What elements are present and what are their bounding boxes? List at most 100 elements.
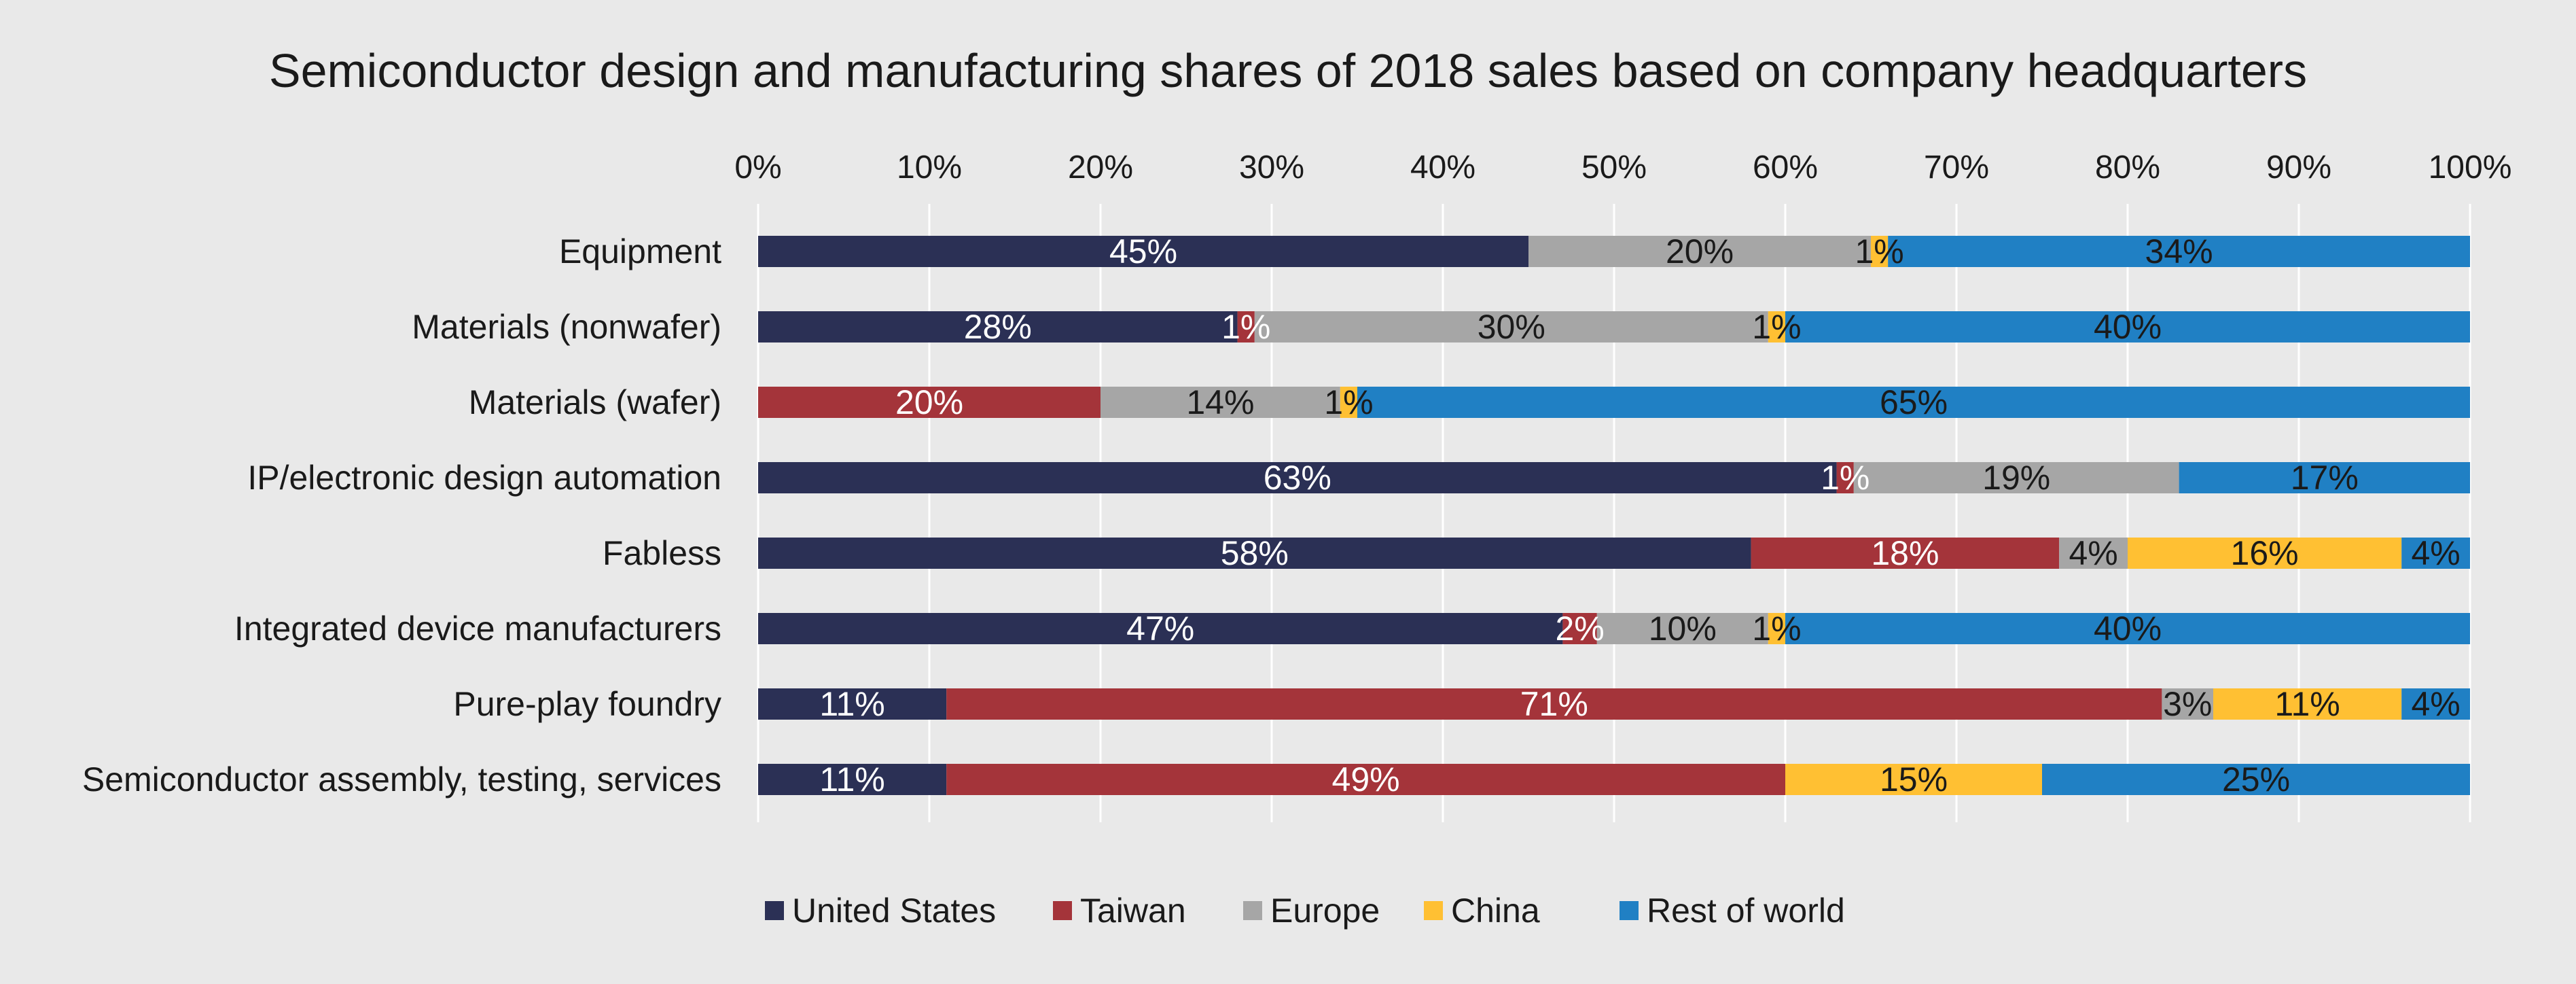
data-label: 16% (2231, 534, 2299, 572)
legend-label: China (1451, 892, 1540, 930)
legend-swatch (1424, 901, 1443, 920)
category-label: Equipment (559, 232, 721, 270)
x-tick-label: 100% (2429, 150, 2512, 186)
data-labels: 45% 20% 1% 34% 28% 1% 30% 1% 40% 20% 14% 1% 65% 63% 1%… (819, 232, 2460, 798)
data-label: 20% (1666, 232, 1734, 270)
bar-segment (2128, 538, 2402, 569)
x-tick-label: 40% (1410, 150, 1475, 186)
bar-segment (758, 538, 1751, 569)
x-tick-label: 10% (897, 150, 962, 186)
category-label: Materials (wafer) (469, 383, 721, 421)
bar-segment (758, 236, 1528, 267)
data-label: 11% (819, 760, 884, 798)
category-label: Fabless (603, 534, 721, 572)
bar-segment (1254, 311, 1768, 342)
data-label: 1% (1324, 383, 1373, 421)
bar-segment (1785, 613, 2470, 644)
data-label: 11% (2274, 685, 2340, 723)
legend-swatch (1620, 901, 1639, 920)
bar-segment (2179, 462, 2470, 493)
bar-segment (1888, 236, 2470, 267)
bar-segment (1836, 462, 1854, 493)
legend-label: Europe (1270, 892, 1380, 930)
data-label: 2% (1555, 610, 1604, 648)
x-tick-label: 50% (1581, 150, 1647, 186)
bar-segment (2401, 538, 2470, 569)
bar-segment (1871, 236, 1889, 267)
data-label: 47% (1126, 610, 1194, 648)
data-label: 65% (1880, 383, 1948, 421)
data-label: 45% (1109, 232, 1177, 270)
category-label: Materials (nonwafer) (412, 308, 721, 346)
bar-segment (1768, 613, 1785, 644)
data-label: 1% (1752, 610, 1801, 648)
bar-segment (758, 688, 947, 720)
legend-swatch (1243, 901, 1262, 920)
data-label: 49% (1332, 760, 1400, 798)
bar-segment (2059, 538, 2128, 569)
chart-title: Semiconductor design and manufacturing s… (269, 44, 2307, 97)
category-label: Integrated device manufacturers (234, 610, 721, 648)
data-label: 20% (895, 383, 963, 421)
bar-segment (1853, 462, 2179, 493)
bar-segment (758, 387, 1101, 418)
bar-segment (758, 613, 1563, 644)
bar-segment (2213, 688, 2402, 720)
legend-label: Taiwan (1080, 892, 1186, 930)
data-label: 14% (1186, 383, 1254, 421)
x-axis-ticks: 0% 10% 20% 30% 40% 50% 60% 70% 80% 90% 100% (734, 150, 2511, 186)
x-tick-label: 20% (1068, 150, 1133, 186)
data-label: 4% (2069, 534, 2117, 572)
bar-segment (1785, 764, 2042, 795)
data-label: 19% (1982, 459, 2050, 497)
bar-segment (946, 688, 2162, 720)
data-label: 3% (2163, 685, 2212, 723)
bar-segment (1751, 538, 2060, 569)
data-label: 40% (2094, 308, 2162, 346)
bar-segment (1340, 387, 1357, 418)
data-label: 71% (1520, 685, 1588, 723)
data-label: 63% (1264, 459, 1331, 497)
bar-segment (1768, 311, 1785, 342)
data-label: 1% (1855, 232, 1903, 270)
legend-swatch (1053, 901, 1072, 920)
legend-swatch (765, 901, 784, 920)
category-labels: Equipment Materials (nonwafer) Materials (… (82, 232, 721, 798)
bar-segment (1785, 311, 2470, 342)
bar-segment (1596, 613, 1768, 644)
bars (758, 236, 2470, 795)
legend-label: Rest of world (1647, 892, 1845, 930)
x-tick-label: 70% (1924, 150, 1989, 186)
bar-segment (1357, 387, 2470, 418)
data-label: 1% (1821, 459, 1870, 497)
x-tick-label: 80% (2095, 150, 2160, 186)
data-label: 30% (1478, 308, 1545, 346)
bar-segment (758, 311, 1238, 342)
bar-segment (2401, 688, 2470, 720)
bar-segment (2042, 764, 2470, 795)
category-label: Semiconductor assembly, testing, service… (82, 760, 721, 798)
bar-segment (1237, 311, 1255, 342)
data-label: 28% (964, 308, 1032, 346)
bar-segment (1101, 387, 1340, 418)
data-label: 40% (2094, 610, 2162, 648)
bar-segment (1528, 236, 1871, 267)
bar-segment (946, 764, 1785, 795)
data-label: 58% (1221, 534, 1289, 572)
x-tick-label: 0% (734, 150, 781, 186)
legend-label: United States (792, 892, 996, 930)
category-label: IP/electronic design automation (247, 459, 721, 497)
category-label: Pure-play foundry (453, 685, 721, 723)
data-label: 10% (1649, 610, 1717, 648)
data-label: 1% (1221, 308, 1270, 346)
legend: United States Taiwan Europe China Rest of wo… (765, 892, 1845, 930)
bar-segment (758, 764, 947, 795)
bar-segment (1562, 613, 1597, 644)
data-label: 34% (2145, 232, 2213, 270)
x-tick-label: 60% (1753, 150, 1818, 186)
bar-segment (758, 462, 1837, 493)
x-tick-label: 90% (2266, 150, 2331, 186)
data-label: 18% (1871, 534, 1939, 572)
